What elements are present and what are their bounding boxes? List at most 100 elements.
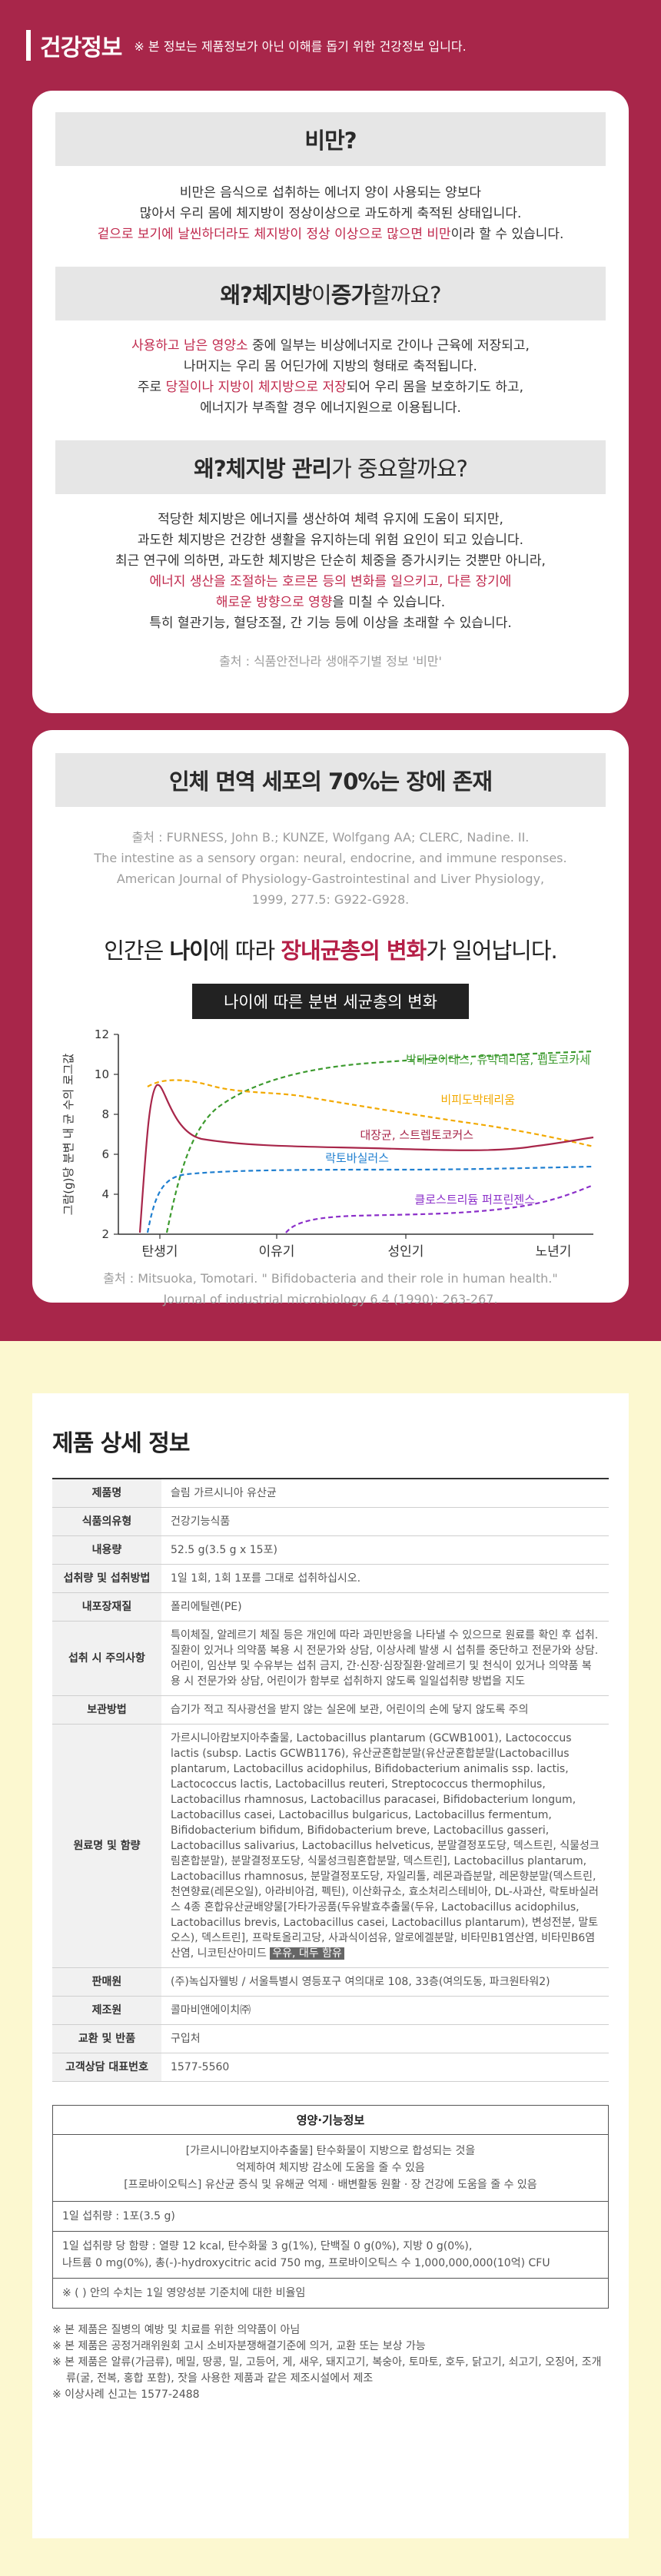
spec-value: 습기가 적고 직사광선을 받지 않는 실온에 보관, 어린이의 손에 닿지 않도… bbox=[161, 1695, 609, 1725]
spec-key: 고객상담 대표번호 bbox=[52, 2053, 161, 2082]
obesity-line: 많아서 우리 몸에 체지방이 정상이상으로 과도하게 축적된 상태입니다. bbox=[139, 206, 522, 221]
spec-value: 슬림 가르시니아 유산균 bbox=[161, 1479, 609, 1508]
note-item: ※ 본 제품은 알류(가금류), 메밀, 땅콩, 밀, 고등어, 게, 새우, … bbox=[52, 2356, 602, 2385]
title-part: 증가 bbox=[330, 282, 371, 308]
why-manage-line: 최근 연구에 의하면, 과도한 체지방은 단순히 체중을 증가시키는 것뿐만 아… bbox=[115, 553, 546, 569]
title-part: 체지방 bbox=[251, 282, 312, 308]
why-increase-line: 사용하고 남은 영양소 중에 일부는 비상에너지로 간이나 근육에 저장되고, bbox=[32, 336, 629, 357]
spec-key: 보관방법 bbox=[52, 1695, 161, 1725]
spec-row: 교환 및 반품 구입처 bbox=[52, 2024, 609, 2053]
spec-value-text: 슬림 가르시니아 유산균 bbox=[171, 1487, 277, 1499]
x-tick-label: 탄생기 bbox=[142, 1244, 178, 1260]
series-line bbox=[147, 1079, 594, 1148]
obesity-title: 비만? bbox=[55, 112, 606, 166]
obesity-info-card: 비만? 비만은 음식으로 섭취하는 에너지 양이 사용되는 양보다 많아서 우리… bbox=[32, 91, 629, 713]
spec-key: 원료명 및 함량 bbox=[52, 1724, 161, 1968]
spec-value: 콜마비앤에이치㈜ bbox=[161, 1996, 609, 2025]
why-increase-line: 주로 당질이나 지방이 체지방으로 저장되어 우리 몸을 보호하기도 하고, bbox=[32, 377, 629, 398]
spec-value: 1577-5560 bbox=[161, 2053, 609, 2082]
chart-source: 출처 : Mitsuoka, Tomotari. " Bifidobacteri… bbox=[32, 1268, 629, 1310]
y-tick-label: 10 bbox=[95, 1067, 109, 1081]
spec-value: 구입처 bbox=[161, 2024, 609, 2053]
y-tick-label: 12 bbox=[95, 1027, 109, 1041]
spec-row: 보관방법 습기가 적고 직사광선을 받지 않는 실온에 보관, 어린이의 손에 닿… bbox=[52, 1695, 609, 1725]
spec-value: 폴리에틸렌(PE) bbox=[161, 1592, 609, 1622]
why-increase-text: 사용하고 남은 영양소 중에 일부는 비상에너지로 간이나 근육에 저장되고, … bbox=[32, 336, 629, 419]
title-part: 왜? bbox=[194, 456, 227, 482]
obesity-text: 비만은 음식으로 섭취하는 에너지 양이 사용되는 양보다 많아서 우리 몸에 … bbox=[32, 183, 629, 245]
spec-key: 제조원 bbox=[52, 1996, 161, 2025]
red-text: 당질이나 지방이 체지방으로 저장 bbox=[165, 380, 347, 395]
spec-row: 내포장재질 폴리에틸렌(PE) bbox=[52, 1592, 609, 1622]
why-manage-line: 해로운 방향으로 영향을 미칠 수 있습니다. bbox=[32, 593, 629, 613]
product-notes: ※ 본 제품은 질병의 예방 및 치료를 위한 의약품이 아님 ※ 본 제품은 … bbox=[52, 2322, 609, 2403]
y-tick-label: 6 bbox=[101, 1147, 109, 1161]
red-text: 장내균총의 변화 bbox=[281, 938, 427, 964]
function-line: 억제하여 체지방 감소에 도움을 줄 수 있음 bbox=[236, 2162, 425, 2174]
text: 을 미칠 수 있습니다. bbox=[332, 595, 446, 610]
spec-value-text: 콜마비앤에이치㈜ bbox=[171, 2004, 251, 2017]
function-line: [프로바이오틱스] 유산균 증식 및 유해균 억제 · 배변활동 원활 · 장 … bbox=[124, 2179, 537, 2191]
source-line: 출처 : Mitsuoka, Tomotari. " Bifidobacteri… bbox=[103, 1271, 558, 1286]
x-tick-label: 성인기 bbox=[388, 1244, 424, 1260]
source-line: 1999, 277.5: G922-G928. bbox=[251, 892, 410, 907]
series-label: 박테로이데스, 유박테리움, 펩토코카세 bbox=[406, 1053, 590, 1067]
series-line bbox=[285, 1183, 594, 1233]
spec-key: 내포장재질 bbox=[52, 1592, 161, 1622]
nutrition-info-box: 영양·기능정보 [가르시니아캄보지아추출물] 탄수화물이 지방으로 합성되는 것… bbox=[52, 2105, 609, 2309]
spec-value-text: 습기가 적고 직사광선을 받지 않는 실온에 보관, 어린이의 손에 닿지 않도… bbox=[171, 1704, 529, 1716]
title-part: 왜? bbox=[220, 282, 253, 308]
health-info-header: 건강정보 ※ 본 정보는 제품정보가 아닌 이해를 돕기 위한 건강정보 입니다… bbox=[0, 26, 661, 65]
source-line: Journal of industrial microbiology 6.4 (… bbox=[163, 1292, 498, 1306]
spec-value-text: 폴리에틸렌(PE) bbox=[171, 1601, 242, 1613]
series-label: 대장균, 스트렙토코커스 bbox=[360, 1128, 473, 1142]
source-line: 출처 : FURNESS, John B.; KUNZE, Wolfgang A… bbox=[131, 830, 530, 845]
series-line bbox=[165, 1050, 594, 1233]
spec-value-text: 구입처 bbox=[171, 2033, 201, 2045]
spec-row: 내용량 52.5 g(3.5 g x 15포) bbox=[52, 1535, 609, 1565]
title-part: 할까요? bbox=[370, 282, 441, 308]
spec-value-text: 가르시니아캄보지아추출물, Lactobacillus plantarum (G… bbox=[171, 1732, 600, 1960]
text: 주로 bbox=[137, 380, 166, 395]
x-tick-label: 노년기 bbox=[536, 1244, 572, 1260]
note-item: ※ 본 제품은 공정거래위원회 고시 소비자분쟁해결기준에 의거, 교환 또는 … bbox=[52, 2340, 426, 2352]
amount-line: 나트륨 0 mg(0%), 총(-)-hydroxycitric acid 75… bbox=[62, 2257, 550, 2269]
series-line bbox=[146, 1165, 594, 1233]
spec-value: (주)녹십자웰빙 / 서울특별시 영등포구 여의대로 108, 33층(여의도동… bbox=[161, 1967, 609, 1997]
nutrition-function: [가르시니아캄보지아추출물] 탄수화물이 지방으로 합성되는 것을 억제하여 체… bbox=[53, 2135, 608, 2202]
spec-key: 내용량 bbox=[52, 1535, 161, 1565]
spec-value: 건강기능식품 bbox=[161, 1507, 609, 1536]
obesity-highlight-tail: 이라 할 수 있습니다. bbox=[450, 227, 564, 242]
text: 에 따라 bbox=[208, 938, 281, 964]
source-line: The intestine as a sensory organ: neural… bbox=[94, 851, 567, 865]
why-increase-line: 나머지는 우리 몸 어딘가에 지방의 형태로 축적됩니다. bbox=[184, 359, 477, 374]
spec-key: 섭취 시 주의사항 bbox=[52, 1621, 161, 1696]
spec-row: 판매원 (주)녹십자웰빙 / 서울특별시 영등포구 여의대로 108, 33층(여… bbox=[52, 1967, 609, 1997]
obesity-highlight: 겉으로 보기에 날씬하더라도 체지방이 정상 이상으로 많으면 비만 bbox=[97, 227, 451, 242]
note-item: ※ 이상사례 신고는 1577-2488 bbox=[52, 2388, 200, 2401]
spec-value-text: 특이체질, 알레르기 체질 등은 개인에 따라 과민반응을 나타낼 수 있으므로… bbox=[171, 1629, 599, 1688]
health-info-title: 건강정보 bbox=[40, 35, 122, 61]
spec-row: 제품명 슬림 가르시니아 유산균 bbox=[52, 1479, 609, 1508]
nutrition-amount: 1일 섭취량 당 함량 : 열량 12 kcal, 탄수화물 3 g(1%), … bbox=[53, 2232, 608, 2279]
why-manage-line: 특히 혈관기능, 혈당조절, 간 기능 등에 이상을 초래할 수 있습니다. bbox=[149, 616, 512, 631]
series-label: 비피도박테리움 bbox=[440, 1093, 515, 1107]
header-bar-decoration bbox=[26, 30, 31, 61]
chart-title-box: 나이에 따른 분변 세균총의 변화 bbox=[192, 984, 469, 1019]
red-text: 사용하고 남은 영양소 bbox=[131, 338, 248, 354]
why-manage-line: 적당한 체지방은 에너지를 생산하여 체력 유지에 도움이 되지만, bbox=[158, 512, 503, 527]
spec-value-text: 1일 1회, 1회 1포를 그대로 섭취하십시오. bbox=[171, 1572, 361, 1585]
why-manage-line: 과도한 체지방은 건강한 생활을 유지하는데 위험 요인이 되고 있습니다. bbox=[137, 533, 524, 548]
text: 중에 일부는 비상에너지로 간이나 근육에 저장되고, bbox=[247, 338, 530, 354]
spec-row: 섭취량 및 섭취방법 1일 1회, 1회 1포를 그대로 섭취하십시오. bbox=[52, 1564, 609, 1593]
title-part: 가 중요할까요? bbox=[331, 456, 468, 482]
nutrition-percent-note: ※ ( ) 안의 수치는 1일 영양성분 기준치에 대한 비율임 bbox=[62, 2287, 306, 2299]
gut-immune-card: 인체 면역 세포의 70%는 장에 존재 출처 : FURNESS, John … bbox=[32, 730, 629, 1306]
y-tick-label: 8 bbox=[101, 1107, 109, 1121]
title-part: 이 bbox=[311, 282, 332, 308]
spec-row: 원료명 및 함량 가르시니아캄보지아추출물, Lactobacillus plan… bbox=[52, 1724, 609, 1968]
text: 인간은 bbox=[104, 938, 170, 964]
why-manage-line: 에너지 생산을 조절하는 호르몬 등의 변화를 일으키고, 다른 장기에 bbox=[149, 574, 512, 589]
